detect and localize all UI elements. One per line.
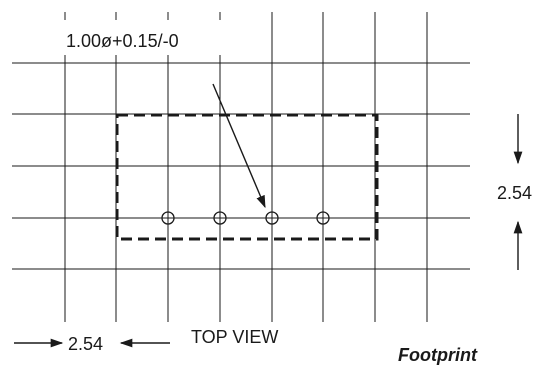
footprint-title: Footprint bbox=[398, 345, 478, 365]
callout-leader-arrow bbox=[212, 83, 266, 209]
grid bbox=[12, 12, 470, 322]
pad-hole bbox=[265, 211, 279, 225]
component-outline bbox=[115, 113, 379, 241]
horizontal-pitch-label: 2.54 bbox=[68, 334, 103, 354]
pad-row bbox=[161, 211, 330, 225]
vertical-pitch-label: 2.54 bbox=[497, 183, 532, 203]
pad-hole bbox=[316, 211, 330, 225]
top-view-label: TOP VIEW bbox=[191, 327, 278, 347]
pad-hole bbox=[161, 211, 175, 225]
pad-hole bbox=[213, 211, 227, 225]
hole-spec-callout: 1.00ø+0.15/-0 bbox=[66, 31, 179, 51]
callout-background bbox=[55, 22, 245, 52]
